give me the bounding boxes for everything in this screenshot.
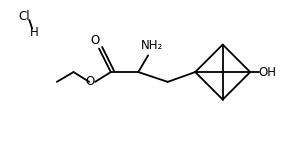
Text: OH: OH (259, 66, 277, 79)
Text: H: H (30, 26, 38, 39)
Text: NH₂: NH₂ (141, 39, 163, 52)
Text: Cl: Cl (18, 10, 30, 23)
Text: O: O (91, 34, 100, 47)
Text: O: O (86, 75, 95, 88)
